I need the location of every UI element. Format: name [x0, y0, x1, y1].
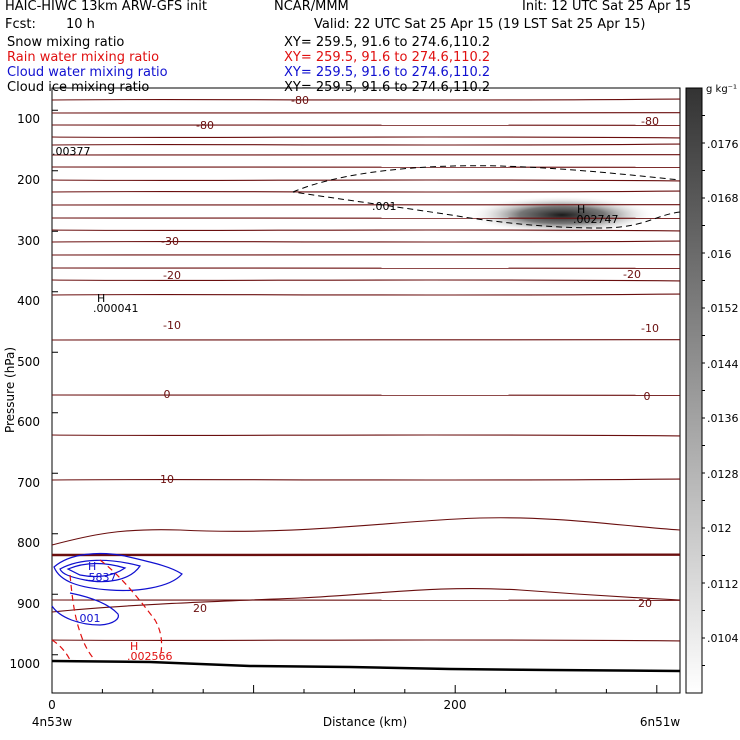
x-axis-ticks — [51, 685, 658, 693]
temp-label: -30 — [161, 235, 179, 248]
max-marker: H — [130, 640, 138, 653]
y-tick-label: 300 — [17, 234, 40, 248]
temp-label: 20 — [193, 602, 207, 615]
colorbar-label: .0152 — [707, 302, 739, 315]
temp-label: 0 — [164, 388, 171, 401]
isotherm-line — [51, 293, 681, 296]
y-tick-label: 700 — [17, 476, 40, 490]
temp-label: -80 — [291, 94, 309, 107]
isotherm-line — [51, 587, 681, 613]
x-axis-label: Distance (km) — [323, 715, 407, 729]
contour-label: .001 — [76, 612, 101, 625]
isotherm-line — [51, 434, 681, 437]
colorbar-ticks — [702, 115, 705, 666]
header-init: Init: 12 UTC Sat 25 Apr 15 — [522, 0, 692, 14]
colorbar-label: .0104 — [707, 632, 739, 645]
x-tick-label: 0 — [48, 698, 56, 712]
field-rain-name: Rain water mixing ratio — [7, 50, 160, 65]
colorbar-unit: g kg⁻¹ — [706, 84, 737, 95]
isotherm-line — [51, 143, 681, 146]
y-tick-label: 100 — [17, 112, 40, 126]
field-snow-xy: XY= 259.5, 91.6 to 274.6,110.2 — [284, 35, 491, 50]
y-tick-labels: 100 200 300 400 500 600 700 800 900 1000 — [9, 112, 40, 671]
max-marker: H — [88, 560, 96, 573]
colorbar-label: .012 — [707, 522, 732, 535]
temp-label: -80 — [641, 115, 659, 128]
header-title: HAIC-HIWC 13km ARW-GFS init — [5, 0, 207, 14]
y-tick-label: 400 — [17, 294, 40, 308]
isotherm-line — [51, 240, 681, 243]
y-tick-label: 200 — [17, 173, 40, 187]
snow-max-shading — [467, 196, 657, 234]
field-cloud-name: Cloud water mixing ratio — [7, 65, 168, 80]
header-valid: Valid: 22 UTC Sat 25 Apr 15 (19 LST Sat … — [314, 17, 646, 32]
rain-water-contours — [51, 559, 163, 661]
y-axis-ticks — [52, 109, 58, 656]
colorbar-label: .0112 — [707, 578, 739, 591]
contour-label: .001 — [372, 200, 397, 213]
isotherm-line — [51, 639, 681, 642]
temperature-labels: -80 -80 -80 -30 -20 -20 -10 -10 0 0 10 2… — [160, 94, 659, 615]
field-cloud-xy: XY= 259.5, 91.6 to 274.6,110.2 — [284, 65, 491, 80]
temp-label: 0 — [644, 390, 651, 403]
y-tick-label: 900 — [17, 597, 40, 611]
colorbar-labels: .0176 .0168 .016 .0152 .0144 .0136 .0128… — [707, 138, 739, 645]
y-tick-label: 600 — [17, 415, 40, 429]
colorbar-label: .0168 — [707, 192, 739, 205]
max-marker: H — [97, 292, 105, 305]
y-tick-label: 800 — [17, 536, 40, 550]
isotherm-line — [51, 279, 681, 282]
colorbar-label: .016 — [707, 248, 732, 261]
max-marker: H — [577, 203, 585, 216]
isotherm-line — [51, 517, 681, 546]
temp-label: -20 — [623, 268, 641, 281]
temp-label: 20 — [638, 597, 652, 610]
max-value: .5837 — [85, 571, 117, 584]
colorbar-label: .0128 — [707, 468, 739, 481]
right-endpoint: 6n51w — [640, 715, 681, 729]
ground-line — [51, 659, 681, 673]
x-tick-label: 200 — [444, 698, 467, 712]
isotherm-line — [51, 179, 681, 182]
header-fcst-value: 10 h — [66, 17, 95, 32]
isotherm-line — [51, 229, 681, 232]
colorbar-label: .0176 — [707, 138, 739, 151]
isotherm-line — [51, 478, 681, 481]
isotherm-line — [51, 190, 681, 193]
cloud-ice-contour — [292, 165, 681, 229]
isotherm-group — [51, 98, 681, 642]
max-value: .002566 — [127, 650, 173, 663]
header-fcst-label: Fcst: — [5, 17, 36, 32]
maxima-labels: H .002747 H .000041 H .5837 H .002566 .0… — [52, 145, 619, 663]
cloud-water-contours — [51, 552, 183, 626]
colorbar-label: .0144 — [707, 358, 739, 371]
max-value: .000041 — [93, 302, 139, 315]
header-org: NCAR/MMM — [274, 0, 349, 14]
y-tick-label: 500 — [17, 355, 40, 369]
field-snow-name: Snow mixing ratio — [7, 35, 125, 50]
temp-label: -10 — [641, 322, 659, 335]
isotherm-line — [51, 136, 681, 139]
y-tick-label: 1000 — [9, 657, 40, 671]
left-endpoint: 4n53w — [32, 715, 73, 729]
temp-label: -10 — [163, 319, 181, 332]
temp-label: -80 — [196, 119, 214, 132]
colorbar-label: .0136 — [707, 412, 739, 425]
y-axis-label: Pressure (hPa) — [3, 347, 17, 433]
field-rain-xy: XY= 259.5, 91.6 to 274.6,110.2 — [284, 50, 491, 65]
contour-label: .00377 — [52, 145, 91, 158]
isotherm-line — [51, 98, 681, 101]
plot-frame — [51, 87, 681, 694]
temp-label: 10 — [160, 473, 174, 486]
colorbar — [685, 87, 703, 694]
temp-label: -20 — [163, 269, 181, 282]
max-value: .002747 — [573, 213, 619, 226]
